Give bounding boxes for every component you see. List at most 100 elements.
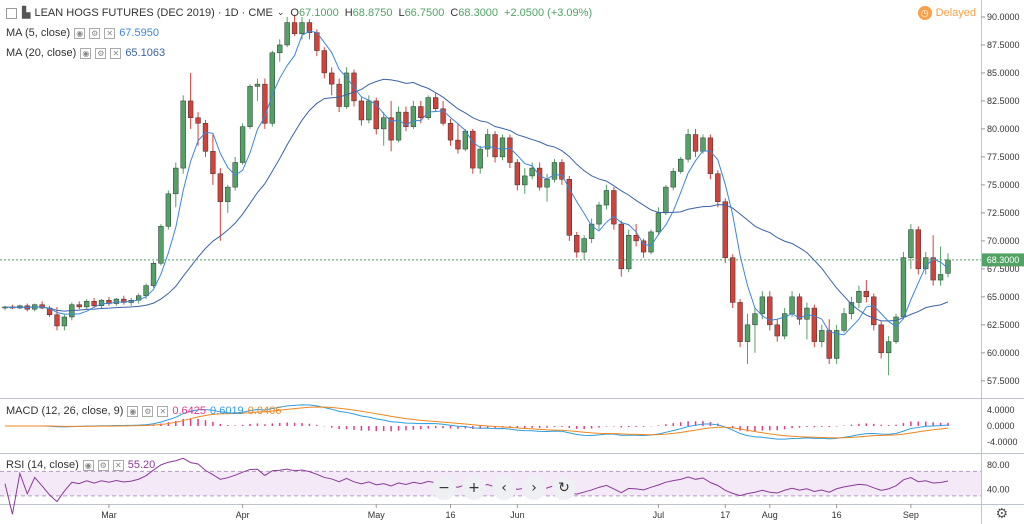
candle-body (878, 324, 884, 354)
time-tick-label: 17 (720, 510, 730, 520)
gear-icon[interactable]: ⚙ (995, 506, 1008, 522)
settings-icon[interactable]: ⚙ (95, 47, 107, 59)
candle-body (470, 130, 476, 169)
macd-line-value: 0.6019 (210, 405, 244, 417)
candle-body (277, 44, 283, 54)
candle-body (254, 83, 261, 87)
candle-body (173, 167, 179, 195)
candle-body (143, 285, 149, 296)
clock-icon: ◷ (917, 6, 932, 20)
price-tick-label: 60.0000 (987, 348, 1020, 358)
candle-body (670, 171, 676, 188)
candle-body (655, 212, 662, 233)
candle-body (410, 106, 417, 127)
settings-icon[interactable]: ⚙ (142, 405, 154, 417)
candle-body (819, 330, 825, 342)
candle-body (187, 100, 194, 118)
close-value: 68.3000 (458, 6, 499, 19)
chevron-down-icon[interactable]: ⌄ (276, 7, 285, 17)
scroll-back-button[interactable]: ‹ (492, 476, 516, 500)
reset-chart-button[interactable]: ↻ (552, 476, 576, 500)
eye-icon[interactable]: ◉ (74, 27, 86, 39)
time-tick-label: 16 (446, 510, 456, 520)
scroll-forward-button[interactable]: › (522, 476, 546, 500)
candle-body (247, 86, 253, 127)
rsi-tick-label: 80.00 (987, 460, 1010, 470)
ma5-line (4, 30, 949, 336)
candle-body (826, 330, 832, 359)
price-tick-label: 80.0000 (987, 124, 1020, 134)
candle-body (536, 167, 543, 188)
rsi-label[interactable]: RSI (14, close) (6, 459, 79, 471)
zoom-in-button[interactable]: + (462, 476, 486, 500)
candle-body (603, 190, 610, 206)
price-tick-label: 65.0000 (987, 292, 1020, 302)
time-tick-label: Jul (653, 510, 665, 520)
low-value: 66.7500 (404, 6, 445, 19)
zoom-out-button[interactable]: − (432, 476, 456, 500)
time-tick-label: Apr (236, 510, 250, 520)
close-icon[interactable]: ✕ (110, 47, 122, 59)
candle-body (514, 162, 521, 186)
candle-body (217, 173, 223, 202)
candle-body (930, 257, 936, 281)
candle-body (403, 111, 409, 127)
symbol-legend: ▙ LEAN HOGS FUTURES (DEC 2019) · 1D · CM… (22, 6, 592, 20)
candle-body (499, 137, 506, 158)
ma5-label[interactable]: MA (5, close) (6, 27, 71, 39)
signal-line (4, 406, 949, 439)
candle-body (54, 314, 60, 327)
macd-label[interactable]: MACD (12, 26, close, 9) (6, 405, 124, 417)
candle-body (84, 301, 90, 308)
candle-body (165, 193, 172, 227)
candle-body (626, 235, 632, 270)
macd-hist-value: 0.6425 (172, 405, 207, 417)
candle-body (685, 134, 691, 160)
symbol-title[interactable]: LEAN HOGS FUTURES (DEC 2019) · 1D · CME (34, 6, 273, 19)
rsi-legend: RSI (14, close) ◉ ⚙ ✕ 55.20 (6, 459, 155, 471)
close-icon[interactable]: ✕ (157, 405, 169, 417)
candle-body (366, 100, 372, 121)
price-axis[interactable]: 90.0000 87.5000 85.0000 82.5000 80.0000 77.50… (981, 12, 1020, 386)
candle-body (811, 307, 818, 342)
candle-body (447, 123, 454, 141)
eye-icon[interactable]: ◉ (80, 47, 92, 59)
candle-body (477, 148, 483, 169)
candle-body (358, 100, 365, 121)
macd-legend: MACD (12, 26, close, 9) ◉ ⚙ ✕ 0.6425 0.6… (6, 405, 281, 417)
eye-icon[interactable]: ◉ (127, 405, 139, 417)
candle-body (529, 167, 535, 177)
candle-body (432, 97, 439, 110)
candle-body (425, 97, 431, 118)
candle-body (900, 257, 907, 318)
price-tick-label: 57.5000 (987, 376, 1020, 386)
eye-icon[interactable]: ◉ (82, 459, 94, 471)
ma20-line (4, 78, 949, 322)
candle-body (306, 22, 313, 33)
close-icon[interactable]: ✕ (112, 459, 124, 471)
price-tick-label: 75.0000 (987, 180, 1020, 190)
time-axis[interactable]: Mar Apr May 16 Jun Jul 17 Aug 16 Sep (101, 504, 919, 520)
candle-body (544, 179, 550, 188)
settings-icon[interactable]: ⚙ (97, 459, 109, 471)
candle-body (210, 151, 216, 174)
ma20-label[interactable]: MA (20, close) (6, 47, 77, 59)
candle-body (388, 117, 394, 141)
candle-body (284, 22, 290, 46)
candle-body (574, 235, 580, 253)
close-icon[interactable]: ✕ (104, 27, 116, 39)
candle-body (707, 137, 714, 174)
candle-body (885, 341, 892, 354)
delayed-badge[interactable]: ◷ Delayed (917, 6, 976, 20)
settings-icon[interactable]: ⚙ (89, 27, 101, 39)
collapse-legend-icon[interactable] (6, 8, 17, 19)
rsi-axis: 80.00 40.00 (987, 460, 1010, 495)
macd-tick-label: 4.0000 (987, 405, 1015, 415)
candle-body (833, 330, 840, 359)
candle-body (863, 290, 869, 298)
candle-body (848, 302, 855, 314)
candle-body (937, 274, 944, 281)
candle-body (61, 316, 68, 327)
ma20-legend: MA (20, close) ◉ ⚙ ✕ 65.1063 (6, 47, 165, 59)
